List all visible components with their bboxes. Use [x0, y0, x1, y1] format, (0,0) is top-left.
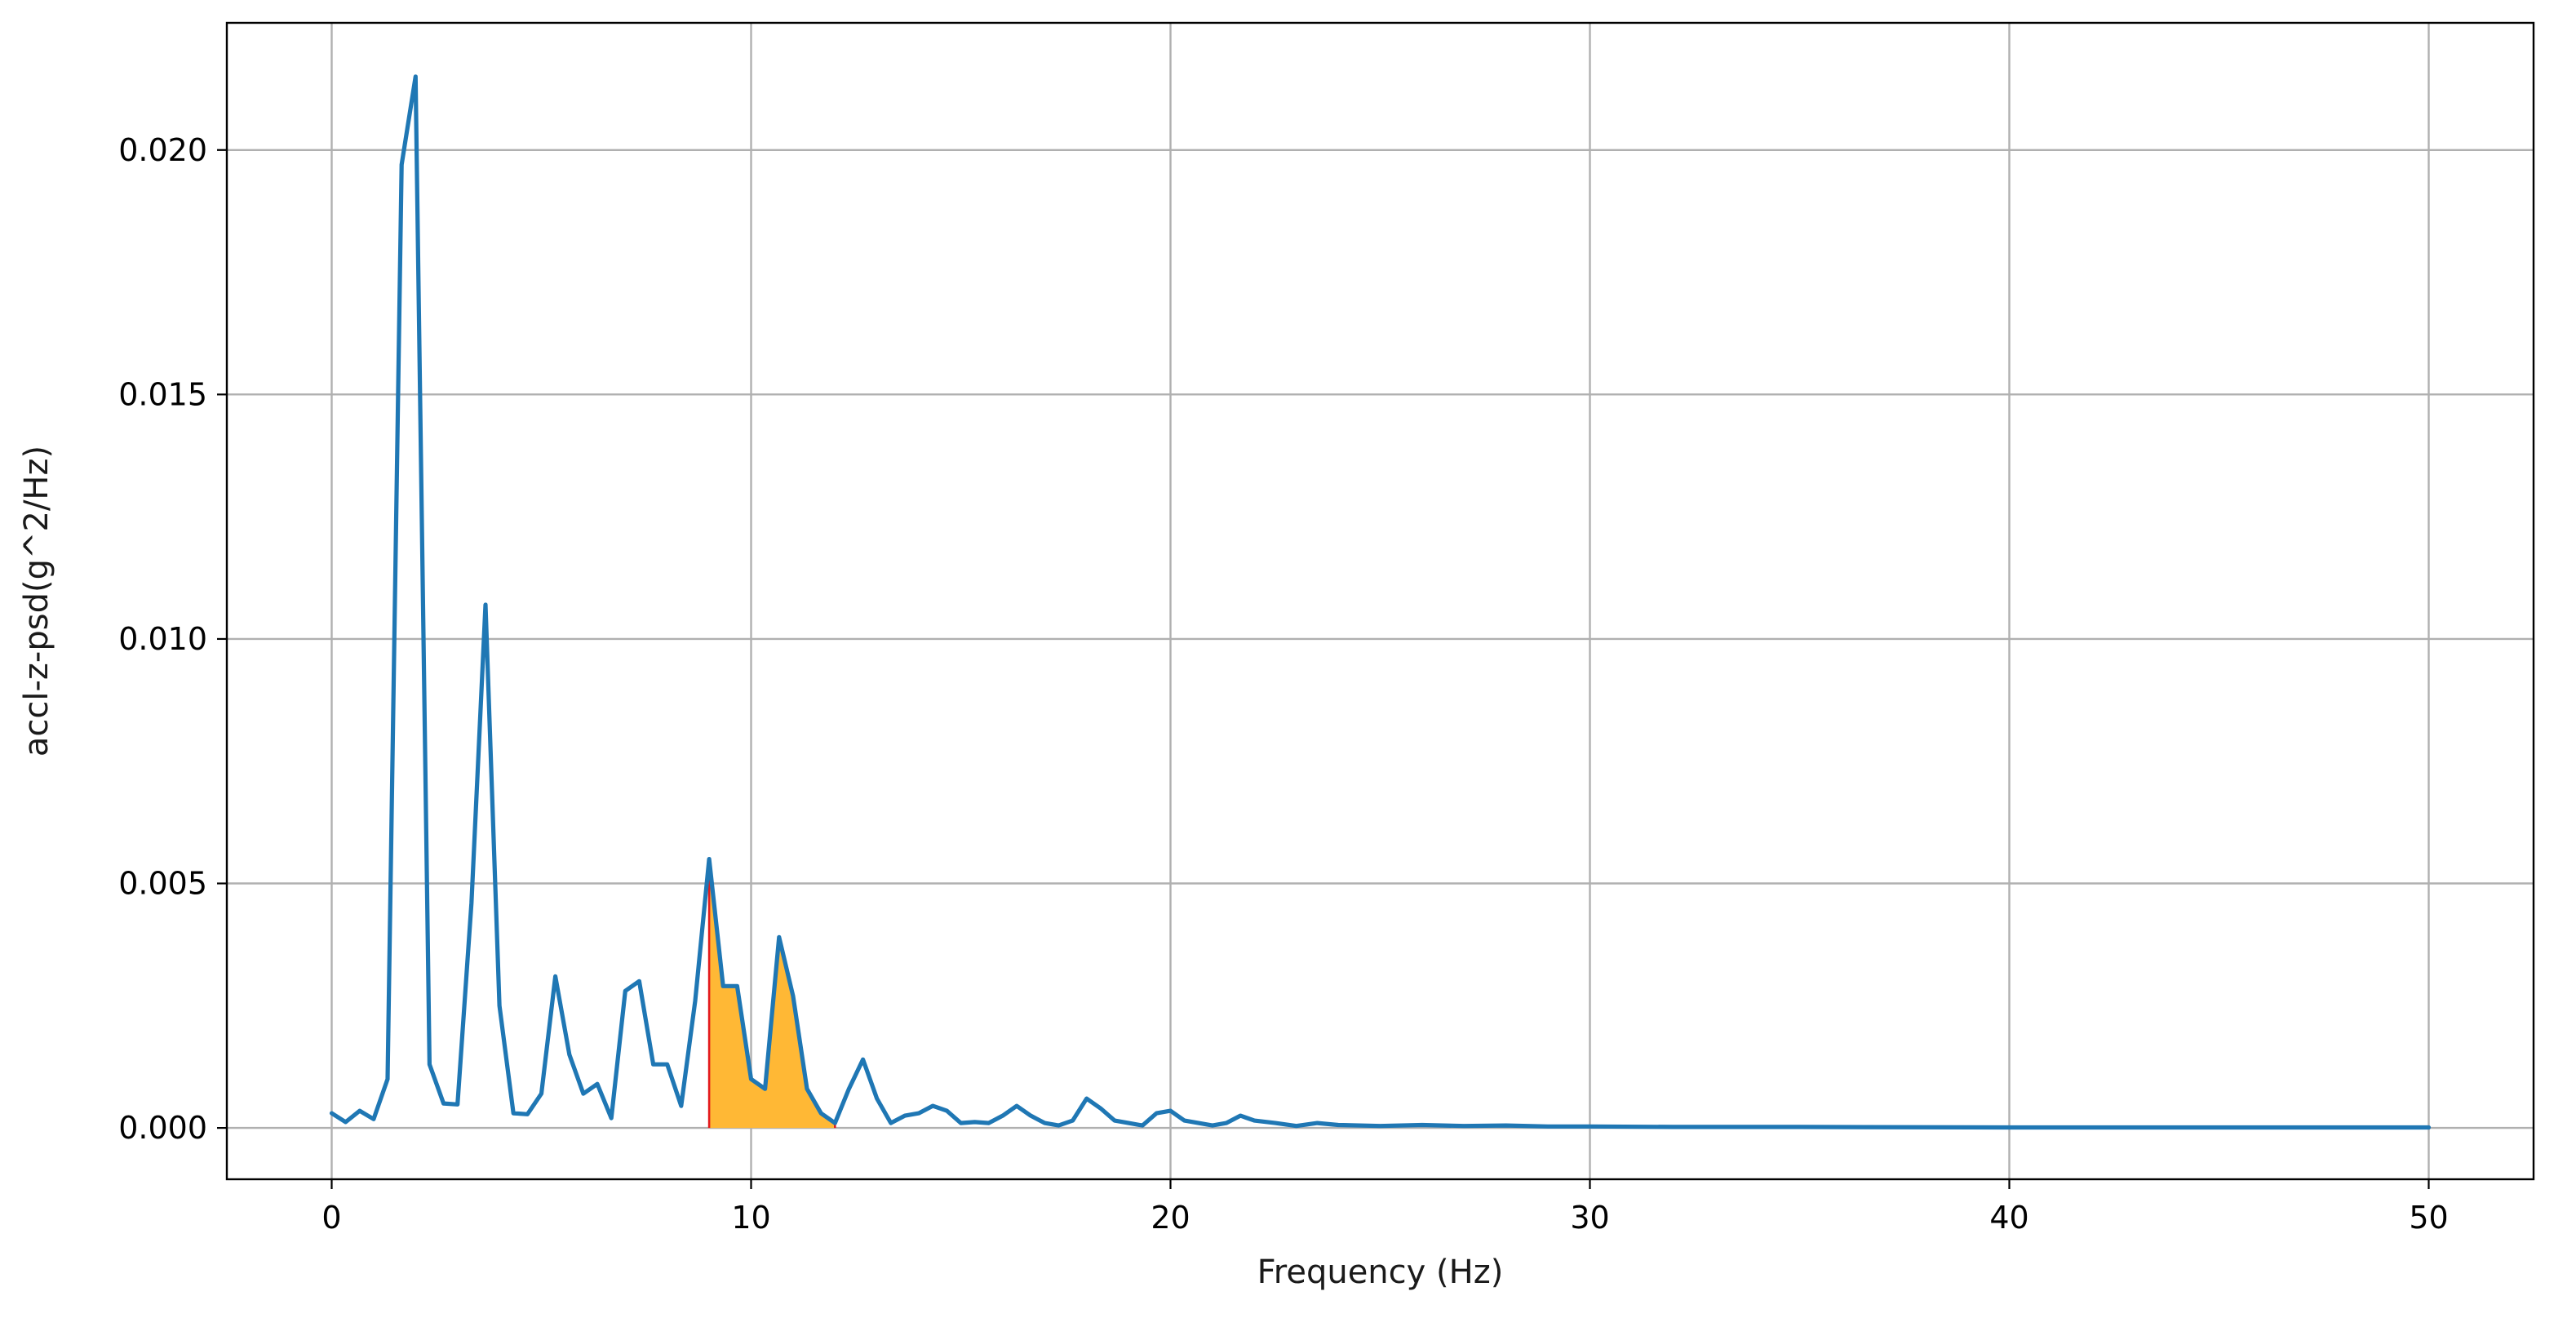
y-tick-label: 0.005 [118, 866, 207, 902]
plot-frame [225, 21, 2535, 1181]
x-tick-label: 0 [321, 1200, 341, 1236]
x-tick-label: 50 [2409, 1200, 2448, 1236]
x-tick-label: 20 [1151, 1200, 1190, 1236]
y-tick-label: 0.020 [118, 132, 207, 168]
y-axis: 0.000 0.005 0.010 0.015 0.020 [118, 132, 227, 1146]
y-axis-label: accl-z-psd(g^2/Hz) [18, 446, 55, 757]
x-tick-label: 10 [731, 1200, 770, 1236]
x-tick-label: 30 [1570, 1200, 1609, 1236]
y-tick-label: 0.015 [118, 376, 207, 412]
y-tick-label: 0.010 [118, 621, 207, 657]
psd-series-line [329, 74, 2432, 1130]
x-axis: 0 10 20 30 40 50 [321, 1179, 2449, 1236]
x-tick-label: 40 [1989, 1200, 2028, 1236]
grid [227, 23, 2534, 1179]
x-axis-label: Frequency (Hz) [1257, 1254, 1504, 1291]
highlight-band-fill [709, 859, 836, 1129]
series-layer [329, 74, 2432, 1130]
y-tick-label: 0.000 [118, 1110, 207, 1146]
